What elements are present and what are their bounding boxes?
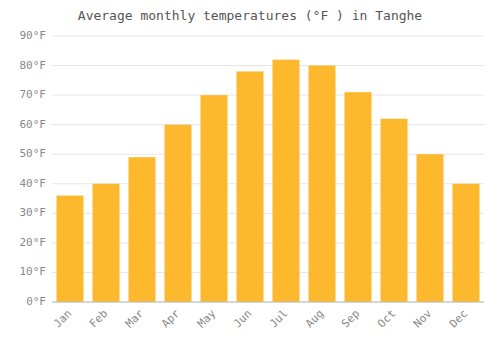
x-tick-label: Dec — [447, 307, 470, 330]
bar — [273, 60, 300, 302]
bar — [453, 184, 480, 302]
y-tick-label: 10°F — [20, 265, 47, 278]
bar — [381, 119, 408, 302]
x-tick-label: Feb — [87, 307, 110, 330]
x-tick-label: Aug — [303, 307, 326, 330]
x-tick-label: Mar — [123, 307, 147, 331]
y-axis: 0°F 10°F 20°F 30°F 40°F 50°F 60°F 70°F 80°F 90°F — [20, 29, 47, 308]
y-tick-label: 60°F — [20, 118, 47, 131]
x-tick-label: Nov — [411, 307, 435, 331]
x-tick-label: Jun — [231, 307, 254, 330]
x-tick-label: Apr — [159, 307, 183, 331]
bar — [309, 66, 336, 302]
y-tick-label: 50°F — [20, 147, 47, 160]
x-tick-label: Jan — [51, 307, 74, 330]
x-axis-line — [52, 302, 484, 303]
x-tick-label: Jul — [267, 307, 290, 330]
x-tick-label: Sep — [339, 307, 362, 330]
y-tick-label: 90°F — [20, 29, 47, 42]
bars — [57, 60, 480, 302]
grid-line — [52, 124, 484, 125]
y-tick-label: 0°F — [26, 295, 46, 308]
bar — [93, 184, 120, 302]
grid-line — [52, 302, 484, 303]
grid-line — [52, 65, 484, 66]
y-tick-label: 20°F — [20, 236, 47, 249]
y-tick-label: 30°F — [20, 206, 47, 219]
bar — [165, 125, 192, 302]
bar — [237, 71, 264, 302]
title: Average monthly temperatures (°F ) in Ta… — [78, 8, 423, 23]
bar — [57, 196, 84, 302]
y-tick-label: 40°F — [20, 177, 47, 190]
grid-line — [52, 36, 484, 37]
chart-container: 0°F 10°F 20°F 30°F 40°F 50°F 60°F 70°F 80°F 90°F J… — [0, 0, 500, 350]
grid-line — [52, 95, 484, 96]
x-tick-label: Oct — [375, 307, 398, 330]
x-axis: Jan Feb Mar Apr May Jun Jul Aug Sep Oct Nov Dec — [51, 307, 470, 331]
grid — [52, 36, 484, 302]
bar — [417, 154, 444, 302]
bar — [129, 157, 156, 302]
y-tick-label: 70°F — [20, 88, 47, 101]
bar — [345, 92, 372, 302]
chart: 0°F 10°F 20°F 30°F 40°F 50°F 60°F 70°F 80°F 90°F J… — [0, 0, 500, 350]
bar — [201, 95, 228, 302]
x-tick-label: May — [195, 307, 219, 331]
y-tick-label: 80°F — [20, 59, 47, 72]
